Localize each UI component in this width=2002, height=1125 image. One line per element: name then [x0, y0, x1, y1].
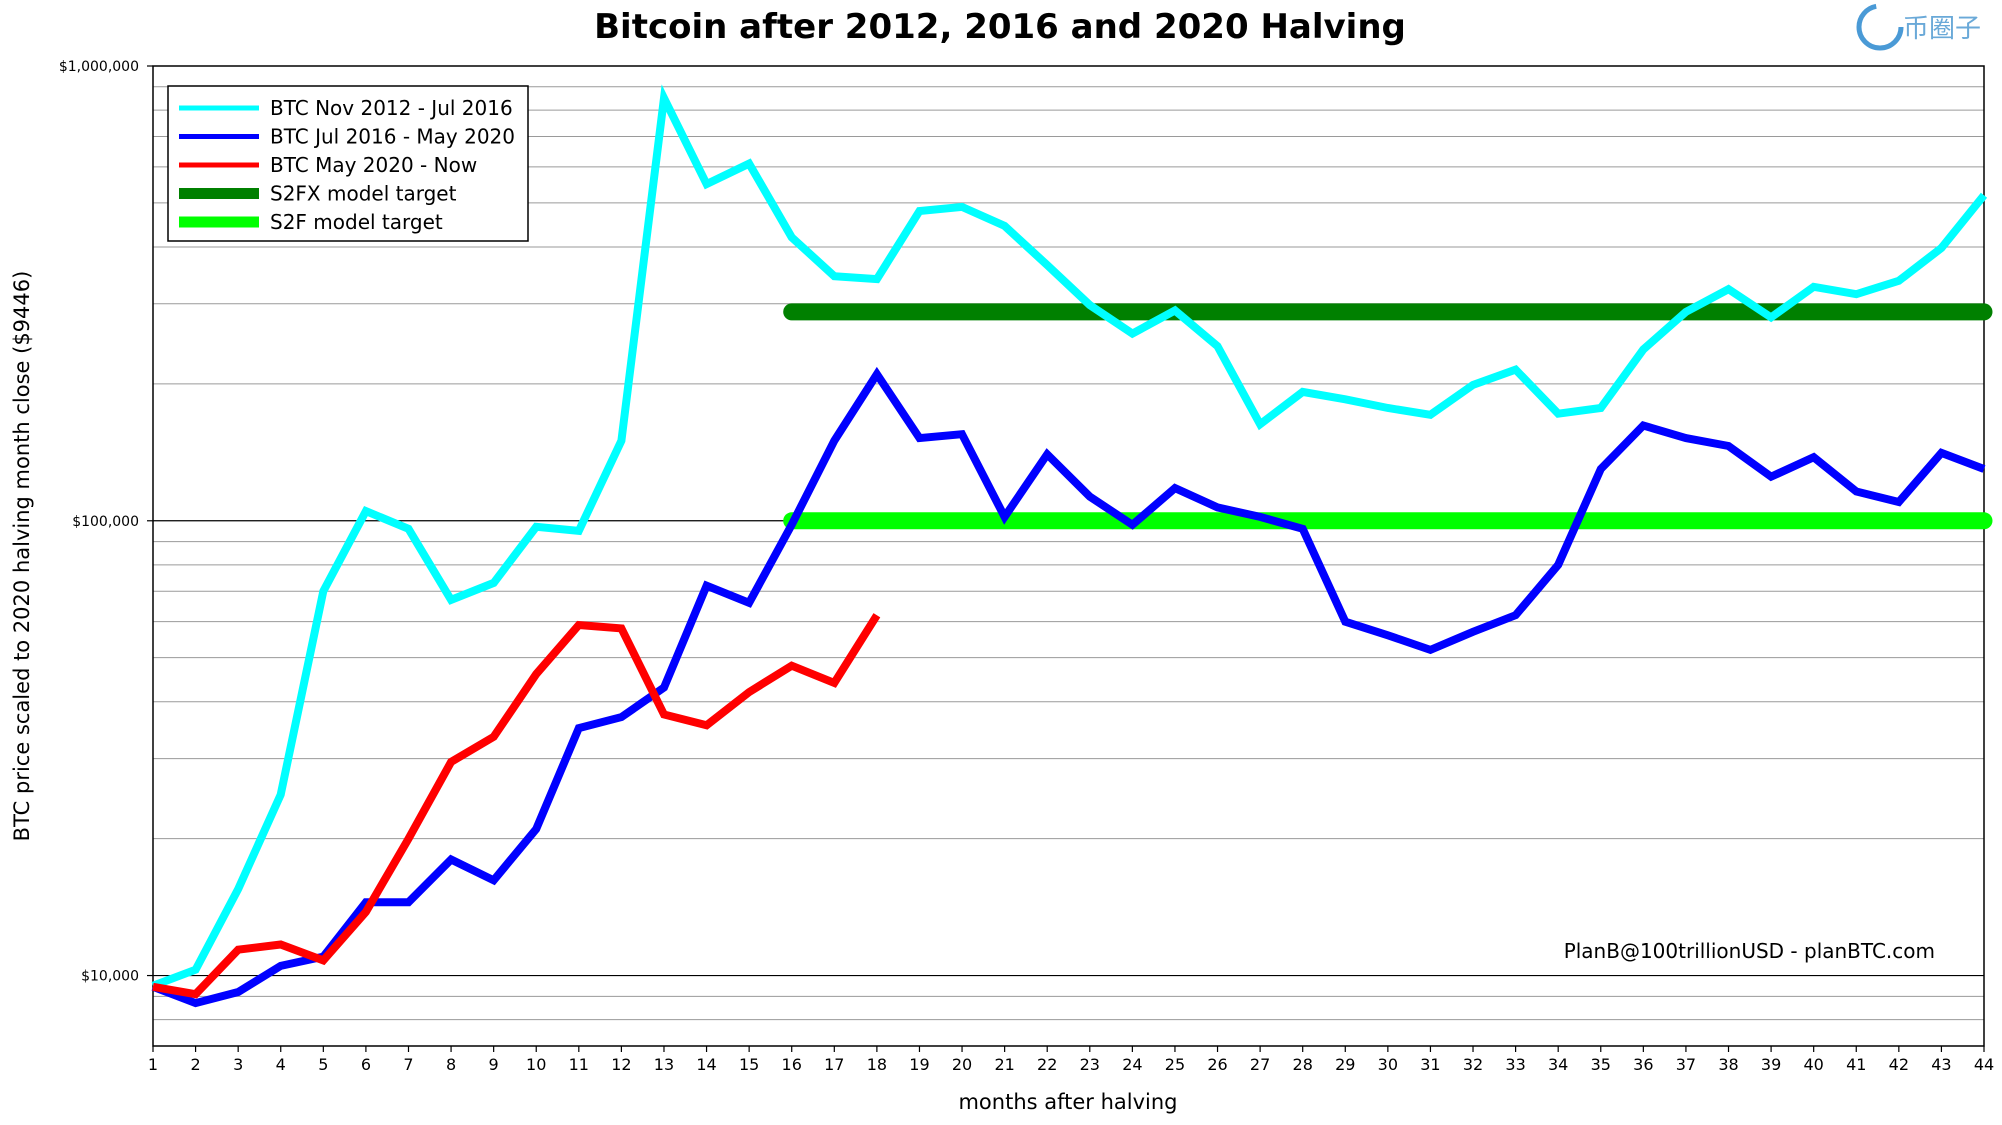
x-tick-label: 41	[1846, 1055, 1866, 1074]
x-tick-label: 43	[1931, 1055, 1951, 1074]
x-tick-label: 14	[696, 1055, 716, 1074]
x-tick-label: 12	[611, 1055, 631, 1074]
x-tick-label: 4	[276, 1055, 286, 1074]
legend-label: BTC Jul 2016 - May 2020	[270, 125, 515, 149]
legend-label: BTC Nov 2012 - Jul 2016	[270, 96, 513, 120]
x-tick-label: 3	[233, 1055, 243, 1074]
x-tick-label: 5	[318, 1055, 328, 1074]
legend-label: BTC May 2020 - Now	[270, 153, 477, 177]
x-tick-label: 40	[1803, 1055, 1823, 1074]
series-line-btc-nov-2012-jul-2016	[151, 84, 1988, 990]
x-tick-label: 23	[1080, 1055, 1100, 1074]
x-tick-label: 21	[994, 1055, 1014, 1074]
x-tick-label: 17	[824, 1055, 844, 1074]
series-line-btc-may-2020-now	[152, 613, 881, 999]
legend-label: S2FX model target	[270, 182, 457, 206]
x-tick-label: 1	[148, 1055, 158, 1074]
x-tick-label: 2	[190, 1055, 200, 1074]
series-line-btc-jul-2016-may-2020	[151, 366, 1986, 1008]
x-tick-label: 7	[403, 1055, 413, 1074]
x-tick-label: 18	[867, 1055, 887, 1074]
x-tick-label: 34	[1548, 1055, 1568, 1074]
x-tick-label: 44	[1974, 1055, 1994, 1074]
watermark-logo: 币圈子	[1856, 3, 1981, 51]
x-tick-label: 8	[446, 1055, 456, 1074]
x-tick-label: 24	[1122, 1055, 1142, 1074]
x-axis-label: months after halving	[958, 1090, 1177, 1114]
x-tick-label: 25	[1165, 1055, 1185, 1074]
x-tick-label: 15	[739, 1055, 759, 1074]
x-tick-label: 19	[909, 1055, 929, 1074]
chart-title: Bitcoin after 2012, 2016 and 2020 Halvin…	[594, 7, 1406, 47]
x-tick-label: 38	[1718, 1055, 1738, 1074]
x-tick-label: 30	[1378, 1055, 1398, 1074]
x-tick-label: 26	[1207, 1055, 1227, 1074]
x-tick-label: 28	[1293, 1055, 1313, 1074]
x-axis: 1 2 3 4 5 6 7 8 9 10 11 12 13 14 15 16 17 18 19 20 21 22 23 24 2…	[148, 1046, 1994, 1074]
x-tick-label: 13	[654, 1055, 674, 1074]
credit-text: PlanB@100trillionUSD - planBTC.com	[1564, 939, 1935, 963]
x-tick-label: 27	[1250, 1055, 1270, 1074]
x-tick-label: 36	[1633, 1055, 1653, 1074]
x-tick-label: 29	[1335, 1055, 1355, 1074]
x-tick-label: 16	[782, 1055, 802, 1074]
x-tick-label: 9	[489, 1055, 499, 1074]
x-tick-label: 31	[1420, 1055, 1440, 1074]
x-tick-label: 32	[1463, 1055, 1483, 1074]
y-tick-label: $100,000	[72, 514, 139, 530]
y-axis: $10,000 $100,000 $1,000,000	[59, 59, 153, 985]
series-group	[151, 84, 1993, 1008]
x-tick-label: 33	[1505, 1055, 1525, 1074]
plot-frame	[152, 65, 1985, 1047]
legend-label: S2F model target	[270, 210, 443, 234]
x-tick-label: 10	[526, 1055, 546, 1074]
legend: BTC Nov 2012 - Jul 2016 BTC Jul 2016 - Ma…	[167, 85, 529, 242]
x-tick-label: 20	[952, 1055, 972, 1074]
x-tick-label: 35	[1591, 1055, 1611, 1074]
y-tick-label: $10,000	[81, 969, 139, 985]
x-tick-label: 42	[1889, 1055, 1909, 1074]
x-tick-label: 37	[1676, 1055, 1696, 1074]
y-tick-label: $1,000,000	[59, 59, 139, 75]
x-tick-label: 11	[569, 1055, 589, 1074]
x-tick-label: 39	[1761, 1055, 1781, 1074]
x-tick-label: 22	[1037, 1055, 1057, 1074]
watermark-c-icon	[1856, 3, 1904, 51]
x-tick-label: 6	[361, 1055, 371, 1074]
y-axis-label: BTC price scaled to 2020 halving month c…	[10, 271, 34, 842]
watermark-text: 币圈子	[1903, 14, 1981, 44]
